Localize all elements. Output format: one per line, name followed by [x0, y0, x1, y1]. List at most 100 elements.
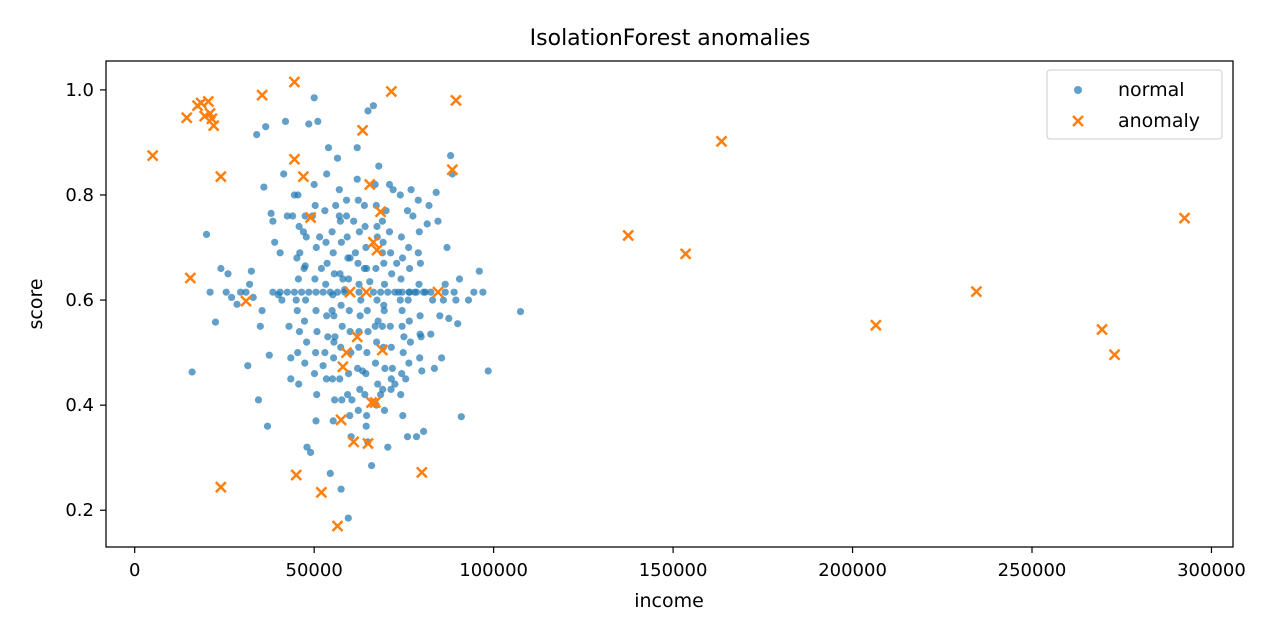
normal-point — [425, 201, 433, 210]
normal-point — [267, 209, 275, 217]
normal-point — [262, 123, 270, 131]
normal-point — [307, 448, 315, 456]
chart-title: IsolationForest anomalies — [530, 26, 811, 51]
normal-point — [380, 406, 389, 414]
anomaly-point — [290, 469, 303, 481]
anomaly-point — [337, 360, 349, 373]
normal-point — [470, 288, 478, 296]
normal-point — [374, 380, 382, 388]
normal-point — [366, 278, 374, 286]
normal-point — [269, 288, 277, 296]
normal-point — [287, 354, 295, 362]
normal-point — [380, 280, 389, 288]
anomaly-point — [415, 466, 428, 479]
anomaly-point — [297, 170, 310, 183]
legend-marker-normal — [1074, 86, 1082, 94]
normal-point — [285, 322, 293, 330]
normal-point — [310, 94, 318, 102]
normal-point — [384, 288, 392, 296]
normal-point — [353, 144, 361, 152]
normal-point — [321, 207, 329, 215]
y-tick-label: 0.8 — [65, 185, 94, 206]
normal-point — [337, 238, 345, 246]
normal-point — [379, 385, 387, 393]
normal-point — [363, 264, 371, 273]
normal-point — [280, 170, 288, 178]
normal-point — [206, 288, 214, 296]
anomaly-point — [369, 396, 382, 409]
normal-point — [346, 412, 354, 420]
normal-point — [188, 368, 196, 376]
normal-point — [326, 469, 334, 477]
normal-point — [310, 180, 318, 189]
normal-point — [324, 333, 332, 341]
normal-point — [302, 233, 310, 241]
normal-point — [427, 288, 435, 296]
normal-point — [303, 443, 311, 451]
normal-point — [380, 259, 388, 267]
normal-point — [301, 359, 309, 367]
normal-point — [361, 222, 369, 231]
normal-point — [479, 288, 487, 296]
normal-point — [397, 275, 405, 283]
normal-point — [202, 230, 211, 238]
legend-label-normal: normal — [1118, 79, 1185, 101]
normal-point — [332, 201, 340, 210]
legend-label-anomaly: anomaly — [1118, 110, 1200, 132]
normal-point — [328, 228, 336, 236]
normal-point — [258, 307, 266, 315]
normal-point — [409, 212, 417, 220]
normal-point — [276, 288, 284, 296]
plot-area — [146, 76, 1191, 532]
normal-point — [276, 249, 284, 257]
anomaly-point — [367, 236, 380, 249]
normal-point — [249, 293, 257, 301]
normal-point — [333, 154, 342, 162]
normal-point — [337, 301, 345, 309]
normal-point — [416, 259, 424, 267]
normal-point — [300, 317, 309, 325]
normal-point — [387, 343, 395, 351]
normal-point — [452, 296, 460, 304]
normal-point — [300, 264, 308, 273]
normal-point — [380, 301, 388, 309]
normal-point — [289, 212, 297, 220]
normal-point — [335, 186, 343, 194]
axes-frame — [105, 60, 1234, 548]
normal-point — [369, 288, 377, 296]
y-tick-label: 0.4 — [65, 395, 94, 416]
x-axis-ticks: 0 50000 100000 150000 200000 250000 300000 — [129, 547, 1246, 581]
normal-point — [391, 380, 399, 388]
normal-point — [385, 180, 394, 189]
normal-point — [294, 191, 302, 199]
anomaly-point — [622, 229, 635, 242]
normal-point — [323, 259, 331, 267]
normal-point — [368, 462, 376, 470]
normal-point — [385, 228, 394, 236]
anomaly-point — [1108, 348, 1121, 361]
normal-point — [346, 328, 354, 336]
normal-point — [312, 307, 320, 315]
anomaly-point — [450, 94, 462, 107]
normal-point — [305, 288, 313, 296]
normal-point — [287, 375, 295, 383]
normal-point — [398, 254, 407, 262]
anomaly-point — [363, 178, 376, 191]
anomaly-point — [315, 486, 328, 499]
normal-point — [464, 296, 473, 304]
normal-point — [281, 117, 290, 125]
normal-point — [373, 222, 381, 231]
normal-point — [373, 338, 381, 346]
normal-point — [373, 296, 381, 304]
normal-point — [353, 175, 361, 183]
normal-point — [407, 186, 415, 194]
normal-point — [363, 412, 371, 420]
normal-point — [337, 485, 345, 493]
normal-point — [312, 243, 320, 252]
normal-point — [405, 288, 413, 296]
normal-point — [396, 191, 404, 199]
normal-point — [362, 370, 370, 378]
x-axis-label: income — [634, 590, 704, 612]
normal-point — [372, 201, 380, 210]
normal-point — [302, 296, 310, 304]
